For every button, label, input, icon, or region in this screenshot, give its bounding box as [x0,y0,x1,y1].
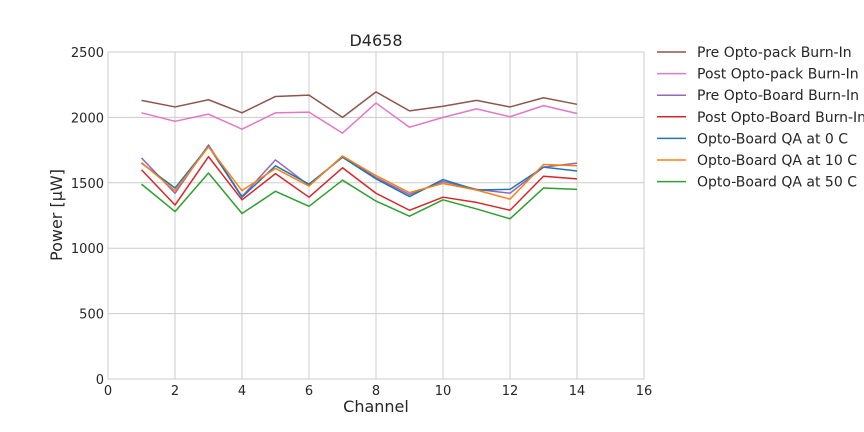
plot-area-frame [107,51,645,380]
x-tick-label: 14 [569,384,586,399]
y-tick-label: 1500 [71,177,104,192]
y-tick-labels: 0 500 1000 1500 2000 2500 [71,46,104,388]
y-tick-label: 2000 [71,111,104,126]
x-tick-label: 8 [372,384,380,399]
series-line [141,172,578,220]
y-tick-label: 2500 [71,46,104,61]
y-axis-label: Power [μW] [47,169,66,261]
x-axis-label: Channel [343,397,409,416]
x-tick-label: 16 [636,384,653,399]
x-tick-label: 4 [238,384,246,399]
y-tick-label: 0 [96,373,104,388]
x-tick-label: 10 [435,384,452,399]
x-tick-labels: 0 2 4 6 8 10 12 14 16 [104,384,652,399]
y-tick-label: 1000 [71,242,104,257]
x-tick-label: 2 [171,384,179,399]
legend: Pre Opto-pack Burn-In Post Opto-pack Burn… [657,45,864,191]
x-tick-label: 12 [502,384,519,399]
y-tick-label: 500 [79,308,104,323]
legend-entry: Opto-Board QA at 0 C [697,131,848,147]
x-tick-label: 6 [305,384,313,399]
x-tick-label: 0 [104,384,112,399]
series-layer [140,91,578,220]
chart-title: D4658 [349,31,402,50]
series-line [140,155,578,212]
series-line [141,91,578,119]
legend-entry: Opto-Board QA at 50 C [697,175,857,191]
legend-entry: Pre Opto-pack Burn-In [697,45,852,61]
legend-entry: Opto-Board QA at 10 C [697,153,857,169]
series-line [141,145,578,198]
series-line [141,146,578,200]
legend-entry: Post Opto-Board Burn-In [697,110,864,126]
legend-entry: Pre Opto-Board Burn-In [697,88,859,104]
series-line [141,102,578,134]
legend-entry: Post Opto-pack Burn-In [697,67,859,83]
